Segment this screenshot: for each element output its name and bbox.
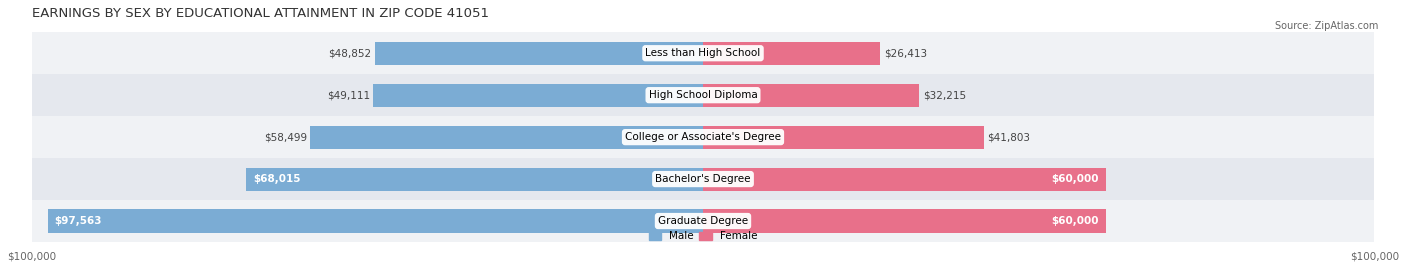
Bar bbox=[311, 126, 703, 149]
Text: Graduate Degree: Graduate Degree bbox=[658, 216, 748, 226]
Bar bbox=[48, 210, 703, 233]
Bar bbox=[31, 74, 1375, 116]
Text: Bachelor's Degree: Bachelor's Degree bbox=[655, 174, 751, 184]
Bar bbox=[31, 116, 1375, 158]
Text: Source: ZipAtlas.com: Source: ZipAtlas.com bbox=[1274, 21, 1378, 31]
Text: $41,803: $41,803 bbox=[987, 132, 1031, 142]
Legend: Male, Female: Male, Female bbox=[644, 227, 762, 245]
Bar bbox=[703, 210, 1107, 233]
Text: $97,563: $97,563 bbox=[55, 216, 103, 226]
Text: $58,499: $58,499 bbox=[264, 132, 307, 142]
Text: $26,413: $26,413 bbox=[884, 48, 927, 58]
Text: College or Associate's Degree: College or Associate's Degree bbox=[626, 132, 780, 142]
Text: Less than High School: Less than High School bbox=[645, 48, 761, 58]
Bar bbox=[703, 42, 880, 65]
Text: $49,111: $49,111 bbox=[326, 90, 370, 100]
Text: $32,215: $32,215 bbox=[922, 90, 966, 100]
Bar bbox=[703, 168, 1107, 191]
Text: $60,000: $60,000 bbox=[1052, 174, 1099, 184]
Bar bbox=[246, 168, 703, 191]
Bar bbox=[31, 32, 1375, 74]
Text: $48,852: $48,852 bbox=[329, 48, 371, 58]
Bar bbox=[703, 126, 984, 149]
Text: $68,015: $68,015 bbox=[253, 174, 301, 184]
Bar bbox=[31, 200, 1375, 242]
Bar bbox=[31, 158, 1375, 200]
Bar bbox=[703, 84, 920, 107]
Text: EARNINGS BY SEX BY EDUCATIONAL ATTAINMENT IN ZIP CODE 41051: EARNINGS BY SEX BY EDUCATIONAL ATTAINMEN… bbox=[31, 7, 488, 20]
Bar bbox=[375, 42, 703, 65]
Bar bbox=[373, 84, 703, 107]
Text: $60,000: $60,000 bbox=[1052, 216, 1099, 226]
Text: High School Diploma: High School Diploma bbox=[648, 90, 758, 100]
